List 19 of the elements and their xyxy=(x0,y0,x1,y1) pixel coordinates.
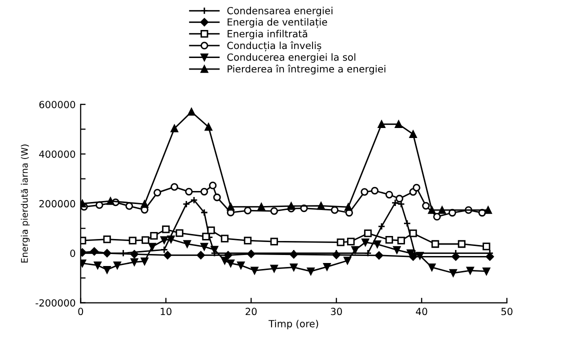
legend-label: Energia infiltrată xyxy=(228,30,308,40)
y-tick-label: 200000 xyxy=(39,200,76,208)
y-tick-label: -200000 xyxy=(36,299,76,307)
x-tick-label: 50 xyxy=(501,308,512,316)
legend-label: Condensarea energiei xyxy=(227,6,332,16)
x-tick-label: 10 xyxy=(160,308,172,316)
x-tick-label: 40 xyxy=(416,308,428,316)
x-tick-label: 20 xyxy=(246,308,257,316)
legend-label: Conducția la înveliș xyxy=(227,41,322,52)
y-axis-title: Energia pierdută iarna (W) xyxy=(20,144,30,262)
legend-label: Energia de ventilație xyxy=(228,18,328,28)
y-tick-label: 400000 xyxy=(39,150,76,158)
legend-label: Pierderea în întregime a energiei xyxy=(228,64,386,74)
x-axis-title: Timp (ore) xyxy=(268,320,318,330)
x-tick-label: 30 xyxy=(330,308,342,316)
y-tick-label: 0 xyxy=(70,250,76,257)
x-tick-label: 0 xyxy=(78,308,84,316)
y-tick-label: 600000 xyxy=(39,100,76,108)
legend-label: Conducerea energiei la sol xyxy=(227,53,356,63)
